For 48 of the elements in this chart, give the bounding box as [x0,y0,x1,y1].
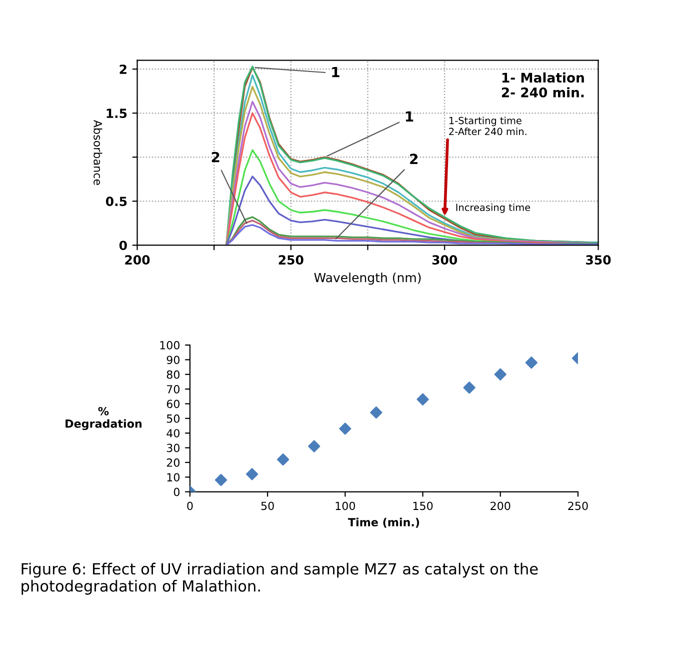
y-tick-label: 40 [166,429,180,438]
y-tick-label: 80 [166,370,180,379]
y-tick-label: 100 [160,341,180,350]
x-tick-label: 300 [432,255,458,265]
y-tick-label: 90 [166,356,180,364]
y-axis-title: % Degradation [66,406,142,430]
y-tick-label: 0.5 [106,196,127,206]
y-tick-label: 50 [166,414,180,423]
y-tick-label: 70 [167,385,180,394]
point [308,440,320,452]
x-tick-label: 250 [568,502,588,510]
point [214,474,228,486]
y-tick-label: 2 [120,64,126,74]
y-tick-label: 0 [119,240,127,250]
x-axis-title: Wavelength (nm) [314,272,421,285]
x-axis-title: Time (min.) [348,518,420,528]
caption: Figure 6: Effect of UV irradiation and sample MZ7 as catalyst on the photodegradation of Malathion. [22,562,538,595]
x-tick-label: 250 [278,255,304,265]
y-tick-label: 30 [166,444,180,452]
annotation: 1- Malation 2- 240 min. [502,72,584,98]
annotation: 2 [410,154,418,164]
annotation: 2 [212,152,220,162]
y-tick-label: 10 [167,473,180,482]
point [463,382,476,394]
x-tick-label: 50 [261,502,274,510]
point [246,468,258,480]
y-tick-label: 1.5 [106,108,127,118]
x-tick-label: 350 [586,255,611,265]
y-tick-label: 0 [174,488,180,496]
point [370,406,382,419]
line-series [226,224,598,246]
x-tick-label: 200 [125,255,150,265]
point [339,422,352,435]
x-tick-label: 200 [490,502,510,510]
annotation: 1 [332,66,340,78]
x-tick-label: 150 [413,502,433,510]
x-tick-label: 100 [336,502,356,510]
y-tick-label: 60 [166,400,180,408]
annotation: 1-Starting time 2-After 240 min. [449,116,526,136]
x-tick-label: 0 [187,502,193,510]
y-axis-title: Absorbance [94,120,102,185]
point [416,393,429,406]
annotation: 1 [406,111,414,122]
annotation: Increasing time [456,204,530,213]
y-tick-label: 20 [166,458,180,467]
point [277,453,290,466]
point [494,368,506,380]
point [525,356,538,369]
